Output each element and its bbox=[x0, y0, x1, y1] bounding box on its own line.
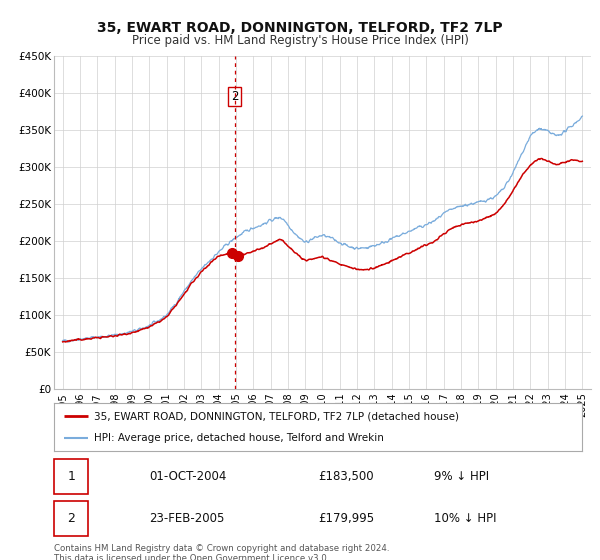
Text: 23-FEB-2005: 23-FEB-2005 bbox=[149, 512, 224, 525]
Text: This data is licensed under the Open Government Licence v3.0.: This data is licensed under the Open Gov… bbox=[54, 554, 329, 560]
Text: 2: 2 bbox=[231, 90, 238, 103]
Text: £179,995: £179,995 bbox=[318, 512, 374, 525]
Text: 35, EWART ROAD, DONNINGTON, TELFORD, TF2 7LP: 35, EWART ROAD, DONNINGTON, TELFORD, TF2… bbox=[97, 21, 503, 35]
Text: Contains HM Land Registry data © Crown copyright and database right 2024.: Contains HM Land Registry data © Crown c… bbox=[54, 544, 389, 553]
Text: 1: 1 bbox=[67, 470, 75, 483]
Text: 9% ↓ HPI: 9% ↓ HPI bbox=[434, 470, 489, 483]
FancyBboxPatch shape bbox=[54, 501, 88, 536]
Text: 10% ↓ HPI: 10% ↓ HPI bbox=[434, 512, 497, 525]
FancyBboxPatch shape bbox=[54, 459, 88, 494]
Text: 2: 2 bbox=[67, 512, 75, 525]
Text: 01-OCT-2004: 01-OCT-2004 bbox=[149, 470, 226, 483]
Text: £183,500: £183,500 bbox=[318, 470, 374, 483]
Text: 35, EWART ROAD, DONNINGTON, TELFORD, TF2 7LP (detached house): 35, EWART ROAD, DONNINGTON, TELFORD, TF2… bbox=[94, 411, 458, 421]
Text: HPI: Average price, detached house, Telford and Wrekin: HPI: Average price, detached house, Telf… bbox=[94, 433, 383, 443]
Text: Price paid vs. HM Land Registry's House Price Index (HPI): Price paid vs. HM Land Registry's House … bbox=[131, 34, 469, 46]
